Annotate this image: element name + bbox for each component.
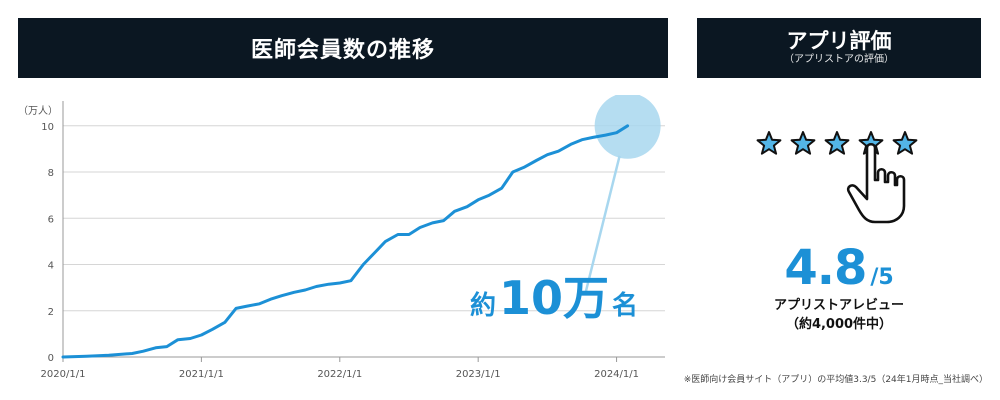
y-tick-label: 6 [48, 214, 54, 225]
chart-title-banner: 医師会員数の推移 [18, 18, 668, 78]
rating-score-denominator: /5 [870, 265, 894, 290]
y-unit-label: （万人） [18, 105, 58, 117]
star-icon [790, 131, 816, 155]
rating-title: アプリ評価 [786, 29, 892, 53]
x-tick-label: 2020/1/1 [41, 369, 86, 380]
callout-number: 10万 [499, 271, 610, 325]
review-count: （約4,000件中） [785, 317, 893, 332]
member-series-line [61, 124, 630, 359]
pointing-hand-icon [846, 142, 906, 224]
x-tick-label: 2023/1/1 [456, 369, 501, 380]
y-tick-label: 10 [41, 122, 54, 133]
y-tick-label: 8 [48, 168, 54, 179]
review-source: アプリストアレビュー [773, 298, 904, 313]
rating-title-banner: アプリ評価 （アプリストアの評価） [697, 18, 981, 78]
member-count-callout: 約 10万 名 [470, 262, 638, 328]
y-tick-label: 4 [48, 261, 54, 272]
x-tick-label: 2022/1/1 [317, 369, 362, 380]
star-icon [824, 131, 850, 155]
x-tick-label: 2024/1/1 [594, 369, 639, 380]
rating-score: 4.8 /5 [697, 240, 981, 296]
chart-title: 医師会員数の推移 [250, 38, 435, 63]
rating-score-value: 4.8 [784, 240, 867, 296]
star-rating [756, 131, 918, 224]
callout-suffix: 名 [612, 291, 639, 321]
callout-prefix: 約 [470, 291, 497, 321]
y-tick-label: 0 [48, 353, 54, 364]
member-growth-chart: （万人） 0 2 4 6 8 10 2020/1/1 2021/1/1 2022/1/1 2023/… [18, 95, 665, 380]
rating-summary: 4.8 /5 アプリストアレビュー （約4,000件中） [697, 240, 981, 334]
y-tick-label: 2 [48, 307, 54, 318]
footnote: ※医師向け会員サイト（アプリ）の平均値3.3/5（24年1月時点_当社調べ） [683, 375, 988, 385]
x-tick-label: 2021/1/1 [179, 369, 224, 380]
callout-connector [583, 155, 621, 296]
rating-subtitle: （アプリストアの評価） [784, 54, 894, 65]
star-icon [892, 131, 918, 155]
star-icon [756, 131, 782, 155]
